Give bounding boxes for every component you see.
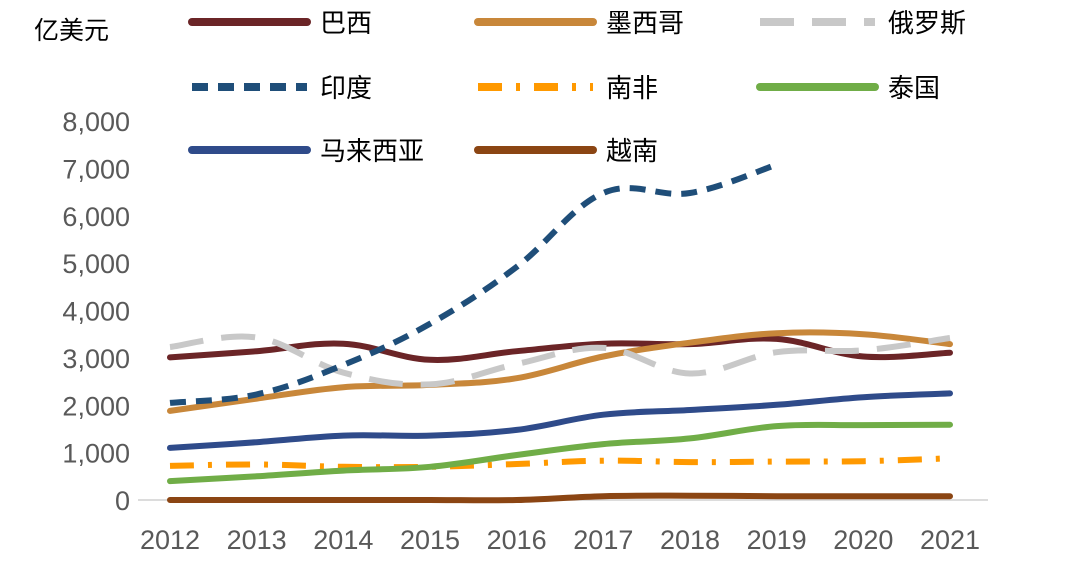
legend-item: 巴西: [188, 9, 372, 39]
y-tick-label: 3,000: [62, 344, 130, 374]
legend-label: 越南: [606, 137, 658, 167]
series-line-e8b68ae58d97: [167, 492, 953, 504]
legend-item: 印度: [192, 74, 372, 104]
legend-label: 墨西哥: [606, 9, 684, 39]
legend-label: 马来西亚: [320, 137, 424, 167]
series-line-e6b3b0e59bbd: [167, 421, 953, 485]
legend-label: 印度: [320, 74, 372, 104]
y-tick-label: 7,000: [62, 154, 130, 184]
x-tick-label: 2018: [660, 525, 720, 555]
x-tick-label: 2015: [400, 525, 460, 555]
legend-item: 南非: [478, 74, 658, 104]
unit-label: 亿美元: [34, 16, 109, 45]
series-line-e5b7b4e8a5bf: [167, 335, 953, 363]
y-tick-label: 4,000: [62, 297, 130, 327]
series-line-e58d97e99d9e: [169, 455, 951, 471]
x-tick-label: 2014: [313, 525, 373, 555]
y-tick-label: 5,000: [62, 249, 130, 279]
plot-area: [167, 161, 953, 504]
x-axis: 2012 2013 2014 2015 2016 2017 2018 2019 2020 2021: [138, 499, 988, 555]
x-tick-label: 2013: [227, 525, 287, 555]
legend-item: 俄罗斯: [760, 9, 966, 39]
series-line-e9a9ace69da5e8a5bfe4ba9a: [167, 390, 953, 451]
legend-item: 越南: [474, 137, 658, 167]
x-tick-label: 2017: [573, 525, 633, 555]
legend-label: 泰国: [888, 74, 940, 104]
legend-label: 巴西: [320, 9, 372, 39]
series-line-e4bf84e7bd97e696af: [169, 333, 951, 388]
y-tick-label: 8,000: [62, 107, 130, 137]
legend-item: 墨西哥: [474, 9, 684, 39]
legend-label: 俄罗斯: [888, 9, 966, 39]
x-tick-label: 2021: [920, 525, 980, 555]
x-tick-label: 2019: [747, 525, 807, 555]
y-tick-label: 6,000: [62, 202, 130, 232]
y-axis: 0 1,000 2,000 3,000 4,000 5,000 6,000 7,000 8,00…: [62, 107, 130, 516]
x-tick-label: 2012: [140, 525, 200, 555]
legend-label: 南非: [606, 74, 658, 104]
legend-item: 泰国: [756, 74, 940, 104]
series-line-e58db0e5baa6: [169, 161, 778, 406]
y-tick-label: 1,000: [62, 439, 130, 469]
series-line-e5a2a8e8a5bfe593a5: [167, 329, 953, 414]
x-tick-label: 2016: [487, 525, 547, 555]
x-tick-label: 2020: [833, 525, 893, 555]
y-tick-label: 0: [115, 486, 130, 516]
legend-item: 马来西亚: [188, 137, 424, 167]
y-tick-label: 2,000: [62, 391, 130, 421]
